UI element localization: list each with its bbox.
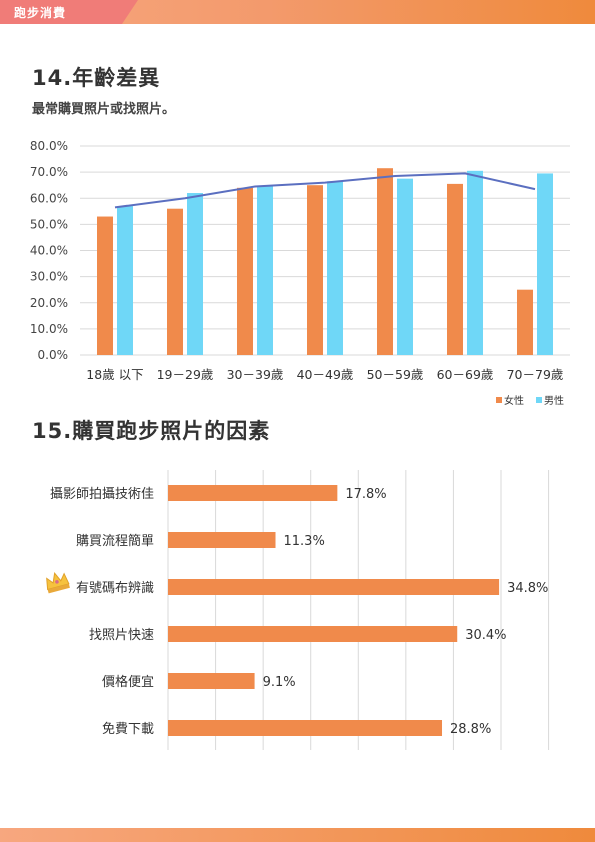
bar-male bbox=[117, 206, 133, 355]
y-tick-label: 70.0% bbox=[30, 165, 68, 179]
factor-bar bbox=[168, 626, 458, 642]
x-tick-label: 30－39歲 bbox=[227, 367, 284, 382]
section-tab: 跑步消費 bbox=[0, 0, 138, 24]
bar-female bbox=[237, 187, 253, 355]
factor-bar bbox=[168, 720, 443, 736]
crown-base bbox=[47, 583, 70, 594]
section-14-subtitle: 最常購買照片或找照片。 bbox=[32, 102, 176, 117]
category-label: 攝影師拍攝技術佳 bbox=[50, 486, 154, 502]
bottom-banner bbox=[0, 828, 595, 842]
bar-male bbox=[537, 173, 553, 355]
y-tick-label: 30.0% bbox=[30, 270, 68, 284]
crown-icon bbox=[46, 571, 70, 594]
bar-male bbox=[467, 170, 483, 355]
bar-male bbox=[327, 181, 343, 355]
value-label: 17.8% bbox=[345, 487, 386, 502]
value-label: 28.8% bbox=[450, 722, 491, 737]
category-label: 找照片快速 bbox=[89, 628, 154, 643]
y-tick-label: 0.0% bbox=[38, 348, 69, 362]
bar-male bbox=[187, 193, 203, 355]
x-tick-label: 40－49歲 bbox=[297, 367, 354, 382]
factor-bar bbox=[168, 579, 500, 595]
section-14-heading: 14.年齡差異 bbox=[32, 66, 161, 90]
factor-bar bbox=[168, 485, 338, 501]
x-tick-label: 70－79歲 bbox=[507, 367, 564, 382]
x-tick-label: 19－29歲 bbox=[157, 367, 214, 382]
y-tick-label: 60.0% bbox=[30, 191, 68, 205]
bar-male bbox=[397, 178, 413, 355]
x-tick-label: 18歲 以下 bbox=[86, 367, 143, 382]
trend-line bbox=[114, 172, 536, 209]
x-tick-label: 50－59歲 bbox=[367, 367, 424, 382]
bar-male bbox=[257, 186, 273, 355]
category-label: 免費下載 bbox=[102, 722, 154, 737]
y-tick-label: 20.0% bbox=[30, 296, 68, 310]
bar-female bbox=[447, 183, 463, 355]
section-15-heading: 15.購買跑步照片的因素 bbox=[32, 419, 271, 443]
age-chart: 0.0% 10.0% 20.0% 30.0% 40.0% 50.0% 60.0% 70.0% 8… bbox=[30, 140, 570, 407]
value-label: 30.4% bbox=[465, 628, 506, 643]
bar-female bbox=[377, 168, 393, 355]
bar-female bbox=[167, 208, 183, 355]
legend-swatch-female bbox=[496, 397, 502, 403]
y-tick-label: 80.0% bbox=[30, 140, 68, 153]
category-label: 價格便宜 bbox=[102, 674, 154, 690]
y-tick-label: 50.0% bbox=[30, 217, 68, 231]
legend-label: 女性 bbox=[504, 394, 524, 407]
bar-female bbox=[517, 289, 533, 355]
bar-female bbox=[307, 185, 323, 355]
legend-swatch-male bbox=[536, 397, 542, 403]
legend-label: 男性 bbox=[544, 394, 564, 407]
category-label: 有號碼布辨識 bbox=[76, 581, 154, 596]
x-tick-label: 60－69歲 bbox=[437, 367, 494, 382]
value-label: 34.8% bbox=[507, 581, 548, 596]
category-label: 購買流程簡單 bbox=[76, 534, 154, 549]
y-tick-label: 40.0% bbox=[30, 244, 68, 258]
y-tick-label: 10.0% bbox=[30, 322, 68, 336]
value-label: 11.3% bbox=[284, 534, 325, 549]
value-label: 9.1% bbox=[263, 675, 296, 690]
factors-chart: 攝影師拍攝技術佳 17.8% 購買流程簡單 11.3% 有號碼布辨識 34.8% 找照片快速… bbox=[46, 470, 550, 750]
bar-female bbox=[97, 216, 113, 355]
factor-bar bbox=[168, 673, 255, 689]
crown-gem bbox=[55, 580, 59, 584]
section-tab-label: 跑步消費 bbox=[14, 6, 67, 20]
factor-bar bbox=[168, 532, 276, 548]
